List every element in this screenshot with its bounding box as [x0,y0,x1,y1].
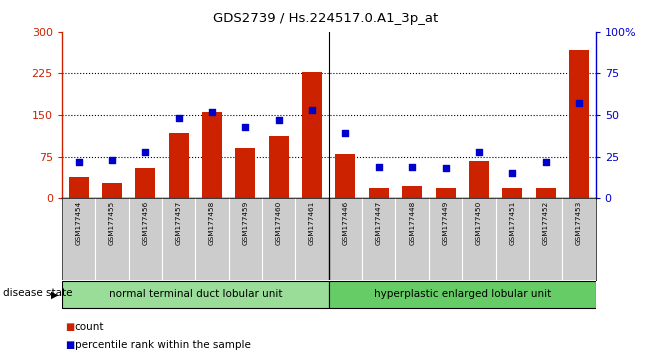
Text: count: count [75,322,104,332]
Text: ▶: ▶ [51,290,59,300]
Bar [302,72,322,198]
Text: GSM177454: GSM177454 [76,201,81,245]
Point [340,131,351,136]
Text: GSM177456: GSM177456 [143,201,148,245]
Bar [469,160,489,198]
Text: normal terminal duct lobular unit: normal terminal duct lobular unit [109,289,282,299]
Bar [569,50,589,198]
Text: GSM177447: GSM177447 [376,201,381,245]
Point [374,164,384,170]
Point [273,117,284,123]
Point [74,159,84,165]
Point [107,157,117,163]
Bar [236,148,255,198]
Text: hyperplastic enlarged lobular unit: hyperplastic enlarged lobular unit [374,289,551,299]
Text: GSM177452: GSM177452 [543,201,549,245]
Bar [335,154,355,198]
Point [574,101,584,106]
Text: GSM177453: GSM177453 [576,201,582,245]
Point [407,164,417,170]
Bar [369,188,389,198]
Text: GSM177459: GSM177459 [242,201,248,245]
Text: disease state: disease state [3,288,73,298]
Bar [169,133,189,198]
Text: ■: ■ [65,340,74,350]
Bar [536,188,556,198]
Point [240,124,251,130]
Point [207,109,217,115]
Bar [102,183,122,198]
Text: GSM177446: GSM177446 [342,201,348,245]
Text: GDS2739 / Hs.224517.0.A1_3p_at: GDS2739 / Hs.224517.0.A1_3p_at [213,12,438,25]
Point [307,107,317,113]
Bar [62,281,329,308]
Point [140,149,150,154]
Text: GSM177458: GSM177458 [209,201,215,245]
Text: GSM177449: GSM177449 [443,201,449,245]
Text: GSM177461: GSM177461 [309,201,315,245]
Bar [329,281,596,308]
Bar [436,188,456,198]
Point [474,149,484,154]
Text: GSM177451: GSM177451 [509,201,515,245]
Text: GSM177448: GSM177448 [409,201,415,245]
Text: GSM177460: GSM177460 [276,201,282,245]
Bar [135,168,155,198]
Text: GSM177457: GSM177457 [176,201,182,245]
Text: ■: ■ [65,322,74,332]
Text: GSM177450: GSM177450 [476,201,482,245]
Text: GSM177455: GSM177455 [109,201,115,245]
Point [173,115,184,121]
Point [507,171,518,176]
Text: percentile rank within the sample: percentile rank within the sample [75,340,251,350]
Point [440,165,450,171]
Bar [202,112,222,198]
Bar [269,136,289,198]
Point [540,159,551,165]
Bar [68,177,89,198]
Bar [503,188,522,198]
Bar [402,186,422,198]
